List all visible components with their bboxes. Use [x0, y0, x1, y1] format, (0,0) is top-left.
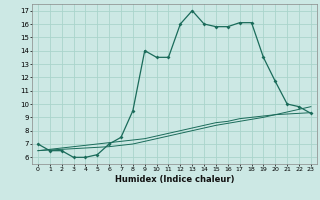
X-axis label: Humidex (Indice chaleur): Humidex (Indice chaleur) — [115, 175, 234, 184]
